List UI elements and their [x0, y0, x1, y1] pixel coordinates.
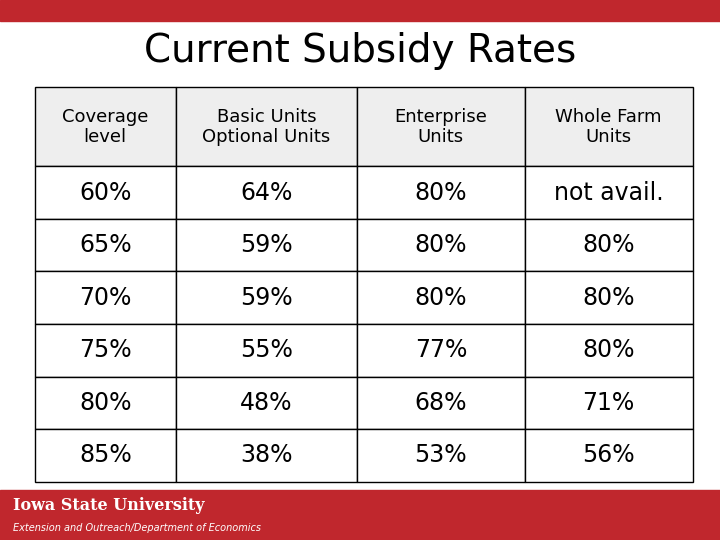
Text: Whole Farm
Units: Whole Farm Units — [556, 107, 662, 146]
Bar — [35, 429, 176, 482]
Bar — [357, 376, 525, 429]
Text: 80%: 80% — [582, 233, 635, 257]
Bar — [35, 272, 176, 324]
Bar — [176, 324, 357, 376]
Bar — [357, 324, 525, 376]
Text: 59%: 59% — [240, 286, 293, 310]
Text: 85%: 85% — [79, 443, 132, 468]
Bar — [176, 429, 357, 482]
Text: 75%: 75% — [79, 338, 132, 362]
Text: 60%: 60% — [79, 180, 132, 205]
Bar — [0, 0, 720, 21]
Bar — [357, 166, 525, 219]
Bar — [35, 87, 176, 166]
Bar — [176, 166, 357, 219]
Text: 38%: 38% — [240, 443, 293, 468]
Text: 70%: 70% — [79, 286, 132, 310]
Bar — [176, 376, 357, 429]
Text: Coverage
level: Coverage level — [62, 107, 148, 146]
Bar — [357, 272, 525, 324]
Bar — [176, 272, 357, 324]
Text: Current Subsidy Rates: Current Subsidy Rates — [144, 32, 576, 70]
Text: 80%: 80% — [582, 286, 635, 310]
Text: 80%: 80% — [415, 180, 467, 205]
Bar — [35, 166, 176, 219]
Text: 71%: 71% — [582, 391, 635, 415]
Text: Basic Units
Optional Units: Basic Units Optional Units — [202, 107, 330, 146]
Text: 59%: 59% — [240, 233, 293, 257]
Bar — [176, 87, 357, 166]
Bar — [525, 166, 693, 219]
Bar — [357, 219, 525, 272]
Text: 80%: 80% — [415, 233, 467, 257]
Text: 55%: 55% — [240, 338, 293, 362]
Text: 80%: 80% — [582, 338, 635, 362]
Text: Enterprise
Units: Enterprise Units — [395, 107, 487, 146]
Text: 65%: 65% — [79, 233, 132, 257]
Bar — [35, 219, 176, 272]
Text: not avail.: not avail. — [554, 180, 664, 205]
Bar — [357, 429, 525, 482]
Bar — [525, 376, 693, 429]
Text: Extension and Outreach/Department of Economics: Extension and Outreach/Department of Eco… — [13, 523, 261, 532]
Bar — [525, 324, 693, 376]
Text: 80%: 80% — [79, 391, 132, 415]
Bar — [35, 324, 176, 376]
Bar — [35, 376, 176, 429]
Bar — [357, 87, 525, 166]
Bar — [525, 87, 693, 166]
Bar — [525, 272, 693, 324]
Text: 77%: 77% — [415, 338, 467, 362]
Text: 68%: 68% — [415, 391, 467, 415]
Bar — [176, 219, 357, 272]
Text: Iowa State University: Iowa State University — [13, 497, 204, 514]
Bar — [525, 429, 693, 482]
Bar — [0, 490, 720, 540]
Bar — [525, 219, 693, 272]
Text: 64%: 64% — [240, 180, 293, 205]
Text: 56%: 56% — [582, 443, 635, 468]
Text: 53%: 53% — [415, 443, 467, 468]
Text: 80%: 80% — [415, 286, 467, 310]
Text: 48%: 48% — [240, 391, 293, 415]
